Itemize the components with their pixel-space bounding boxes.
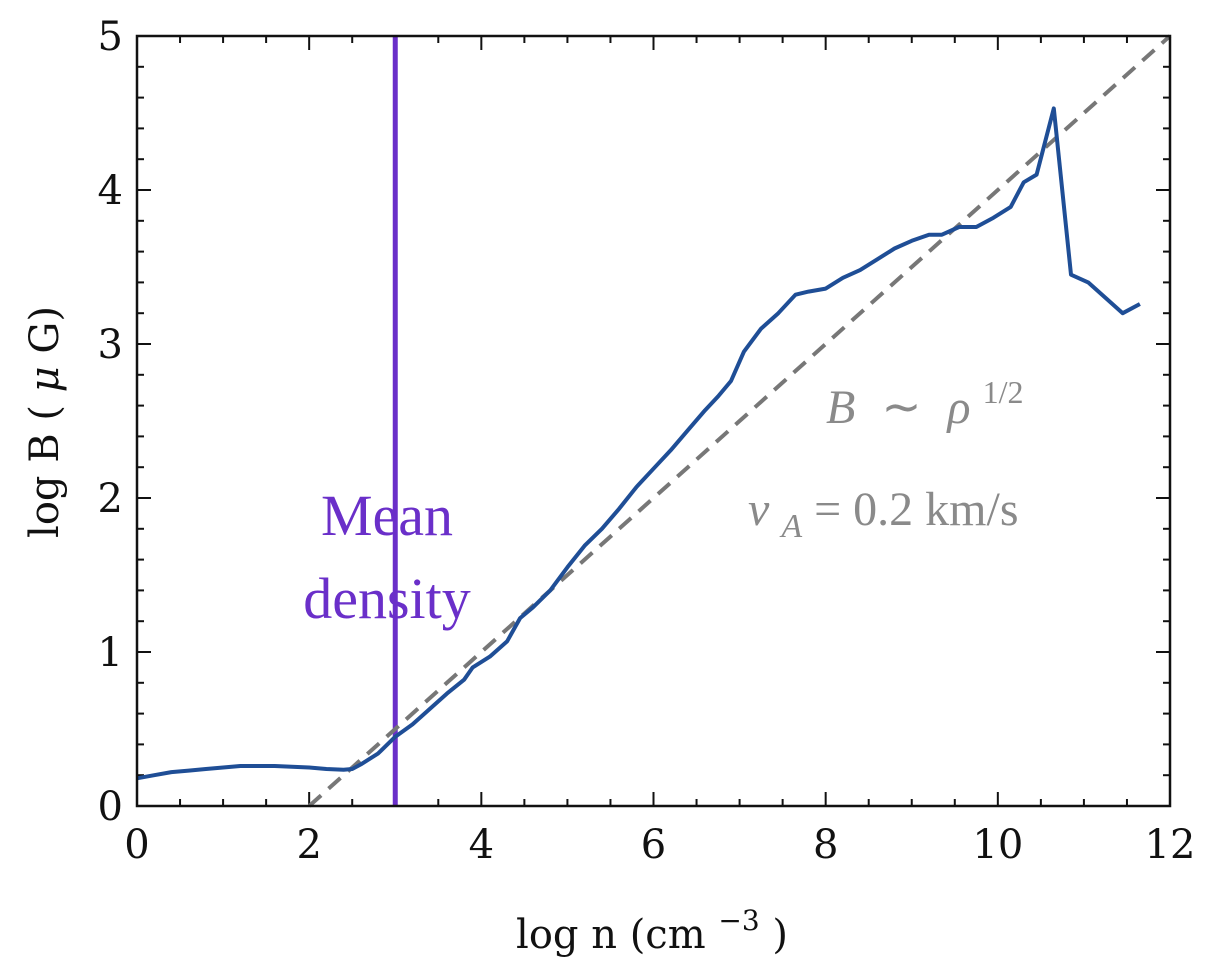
y-tick-label: 4 <box>98 168 123 214</box>
x-tick-label: 2 <box>296 822 321 868</box>
x-tick-label: 10 <box>972 822 1023 868</box>
scaling-fit-dashed-line <box>307 34 1172 808</box>
scaling-rho: ρ <box>946 381 971 434</box>
mean-label-line1: Mean <box>321 483 453 548</box>
x-axis-title-sup: −3 <box>718 904 759 937</box>
y-axis-title: log B ( μ G) <box>22 306 68 538</box>
x-axis-title: log n (cm −3 ) <box>516 894 788 958</box>
x-axis-title-tail: ) <box>772 912 788 958</box>
y-axis-title-mu: μ <box>22 366 68 392</box>
x-axis-title-main: log n (cm <box>516 912 706 958</box>
plot-frame <box>135 34 1172 808</box>
va-value: = 0.2 km/s <box>814 483 1018 536</box>
scaling-exponent: 1/2 <box>983 374 1024 410</box>
scaling-B: B <box>826 381 855 434</box>
scaling-label: B ∼ ρ 1/2 <box>826 374 1023 434</box>
y-tick-label: 0 <box>98 784 123 830</box>
y-tick-label: 2 <box>98 476 123 522</box>
magnetic-field-curve <box>136 106 1141 781</box>
major-ticks <box>137 36 1170 806</box>
scaling-sim: ∼ <box>881 381 921 434</box>
alfven-speed-label: v A = 0.2 km/s <box>748 483 1019 548</box>
mean-label-line2: density <box>303 566 471 631</box>
x-tick-label: 12 <box>1145 822 1196 868</box>
va-symbol: v <box>748 483 770 536</box>
x-tick-label: 6 <box>641 822 666 868</box>
y-axis-title-tail: G) <box>22 306 68 354</box>
va-subscript: A <box>779 508 802 545</box>
y-tick-label: 1 <box>98 630 123 676</box>
y-tick-label: 3 <box>98 322 123 368</box>
x-tick-label: 4 <box>469 822 494 868</box>
minor-ticks <box>137 36 1170 806</box>
x-tick-label: 0 <box>124 822 149 868</box>
y-tick-label: 5 <box>98 14 123 60</box>
y-axis-title-main: log B ( <box>22 405 68 538</box>
x-tick-label: 8 <box>813 822 838 868</box>
